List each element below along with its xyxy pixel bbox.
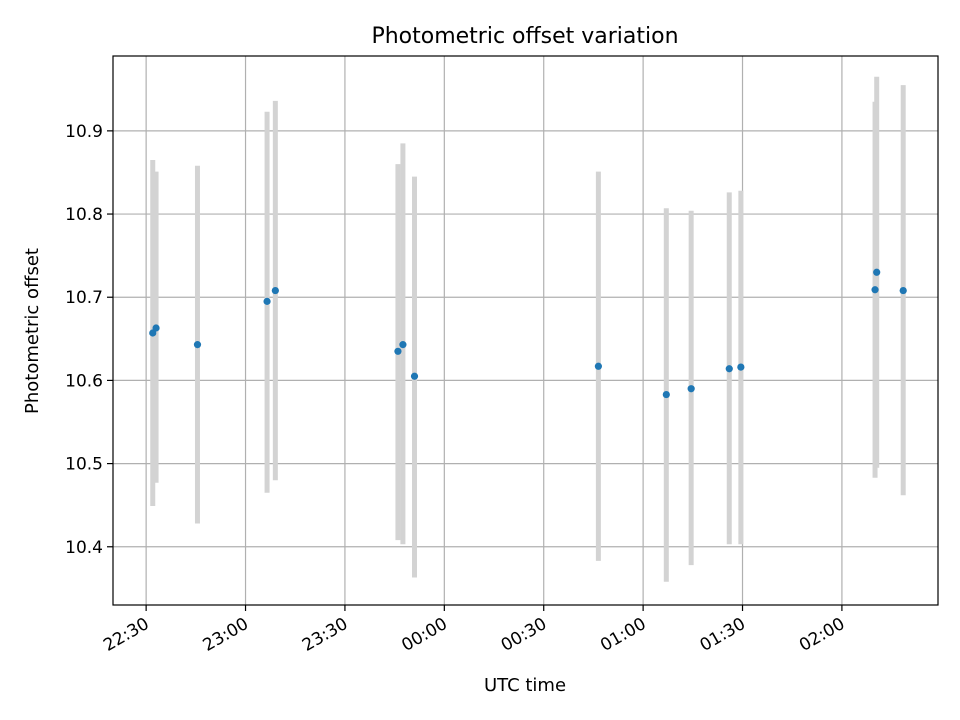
y-tick-label-0: 10.4 [65,538,103,558]
y-axis-ticks: 10.4 10.5 10.6 10.7 10.8 10.9 [65,122,113,558]
data-point-13 [871,286,879,294]
data-point-3 [263,297,271,305]
grid-lines [113,56,938,605]
data-point-7 [410,372,419,380]
data-point-11 [725,365,733,373]
y-axis-label: Photometric offset [22,248,43,414]
data-points [149,268,907,399]
y-tick-label-1: 10.5 [65,455,103,475]
x-axis-label: UTC time [484,675,566,696]
data-point-4 [271,286,279,295]
data-point-15 [899,286,907,295]
data-point-8 [594,362,602,370]
y-tick-label-4: 10.8 [65,205,103,225]
data-point-12 [737,363,745,371]
data-point-9 [662,390,670,399]
data-point-2 [193,341,202,349]
data-point-1 [152,324,160,332]
data-point-5 [394,347,402,355]
y-tick-label-5: 10.9 [65,122,103,142]
data-point-6 [399,341,407,349]
data-point-10 [687,385,695,393]
y-tick-label-2: 10.6 [65,371,103,391]
chart-title: Photometric offset variation [371,24,678,49]
y-tick-label-3: 10.7 [65,288,103,308]
plot-frame [112,55,939,606]
data-point-14 [873,268,881,276]
